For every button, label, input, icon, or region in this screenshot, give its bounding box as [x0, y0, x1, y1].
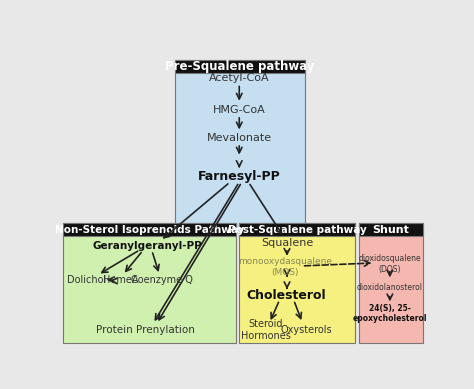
Text: Post-Squalene pathway: Post-Squalene pathway — [228, 225, 366, 235]
Text: Farnesyl-PP: Farnesyl-PP — [198, 170, 281, 184]
Text: Oxysterols: Oxysterols — [280, 325, 332, 335]
Text: Pre-Squalene pathway: Pre-Squalene pathway — [165, 60, 315, 73]
Text: Protein Prenylation: Protein Prenylation — [96, 325, 195, 335]
Text: Geranylgeranyl-PP: Geranylgeranyl-PP — [92, 241, 202, 251]
FancyBboxPatch shape — [359, 223, 423, 343]
FancyBboxPatch shape — [175, 60, 305, 232]
Text: Dolichol: Dolichol — [67, 275, 107, 285]
FancyBboxPatch shape — [63, 223, 236, 236]
Text: Squalene: Squalene — [261, 238, 313, 248]
Text: Mevalonate: Mevalonate — [207, 133, 272, 143]
Text: Shunt: Shunt — [373, 225, 409, 235]
Text: Steroid
Hormones: Steroid Hormones — [241, 319, 291, 340]
FancyBboxPatch shape — [63, 223, 236, 343]
Text: HMG-CoA: HMG-CoA — [213, 105, 265, 115]
Text: dioxidosqualene
(DOS): dioxidosqualene (DOS) — [358, 254, 421, 273]
FancyBboxPatch shape — [239, 223, 355, 343]
Text: HemeA: HemeA — [103, 275, 139, 285]
Text: Cholesterol: Cholesterol — [246, 289, 326, 302]
FancyBboxPatch shape — [175, 60, 305, 73]
Text: monooxydasqualene
(MOS): monooxydasqualene (MOS) — [238, 257, 332, 277]
Text: 24(S), 25-
epoxycholesterol: 24(S), 25- epoxycholesterol — [353, 303, 427, 323]
Text: Acetyl-CoA: Acetyl-CoA — [209, 73, 270, 83]
FancyBboxPatch shape — [359, 223, 423, 236]
Text: Non-Sterol Isoprenoids Pathway: Non-Sterol Isoprenoids Pathway — [55, 225, 244, 235]
Text: Coenzyme Q: Coenzyme Q — [131, 275, 193, 285]
Text: dioxidolanosterol: dioxidolanosterol — [357, 283, 423, 292]
FancyBboxPatch shape — [239, 223, 355, 236]
